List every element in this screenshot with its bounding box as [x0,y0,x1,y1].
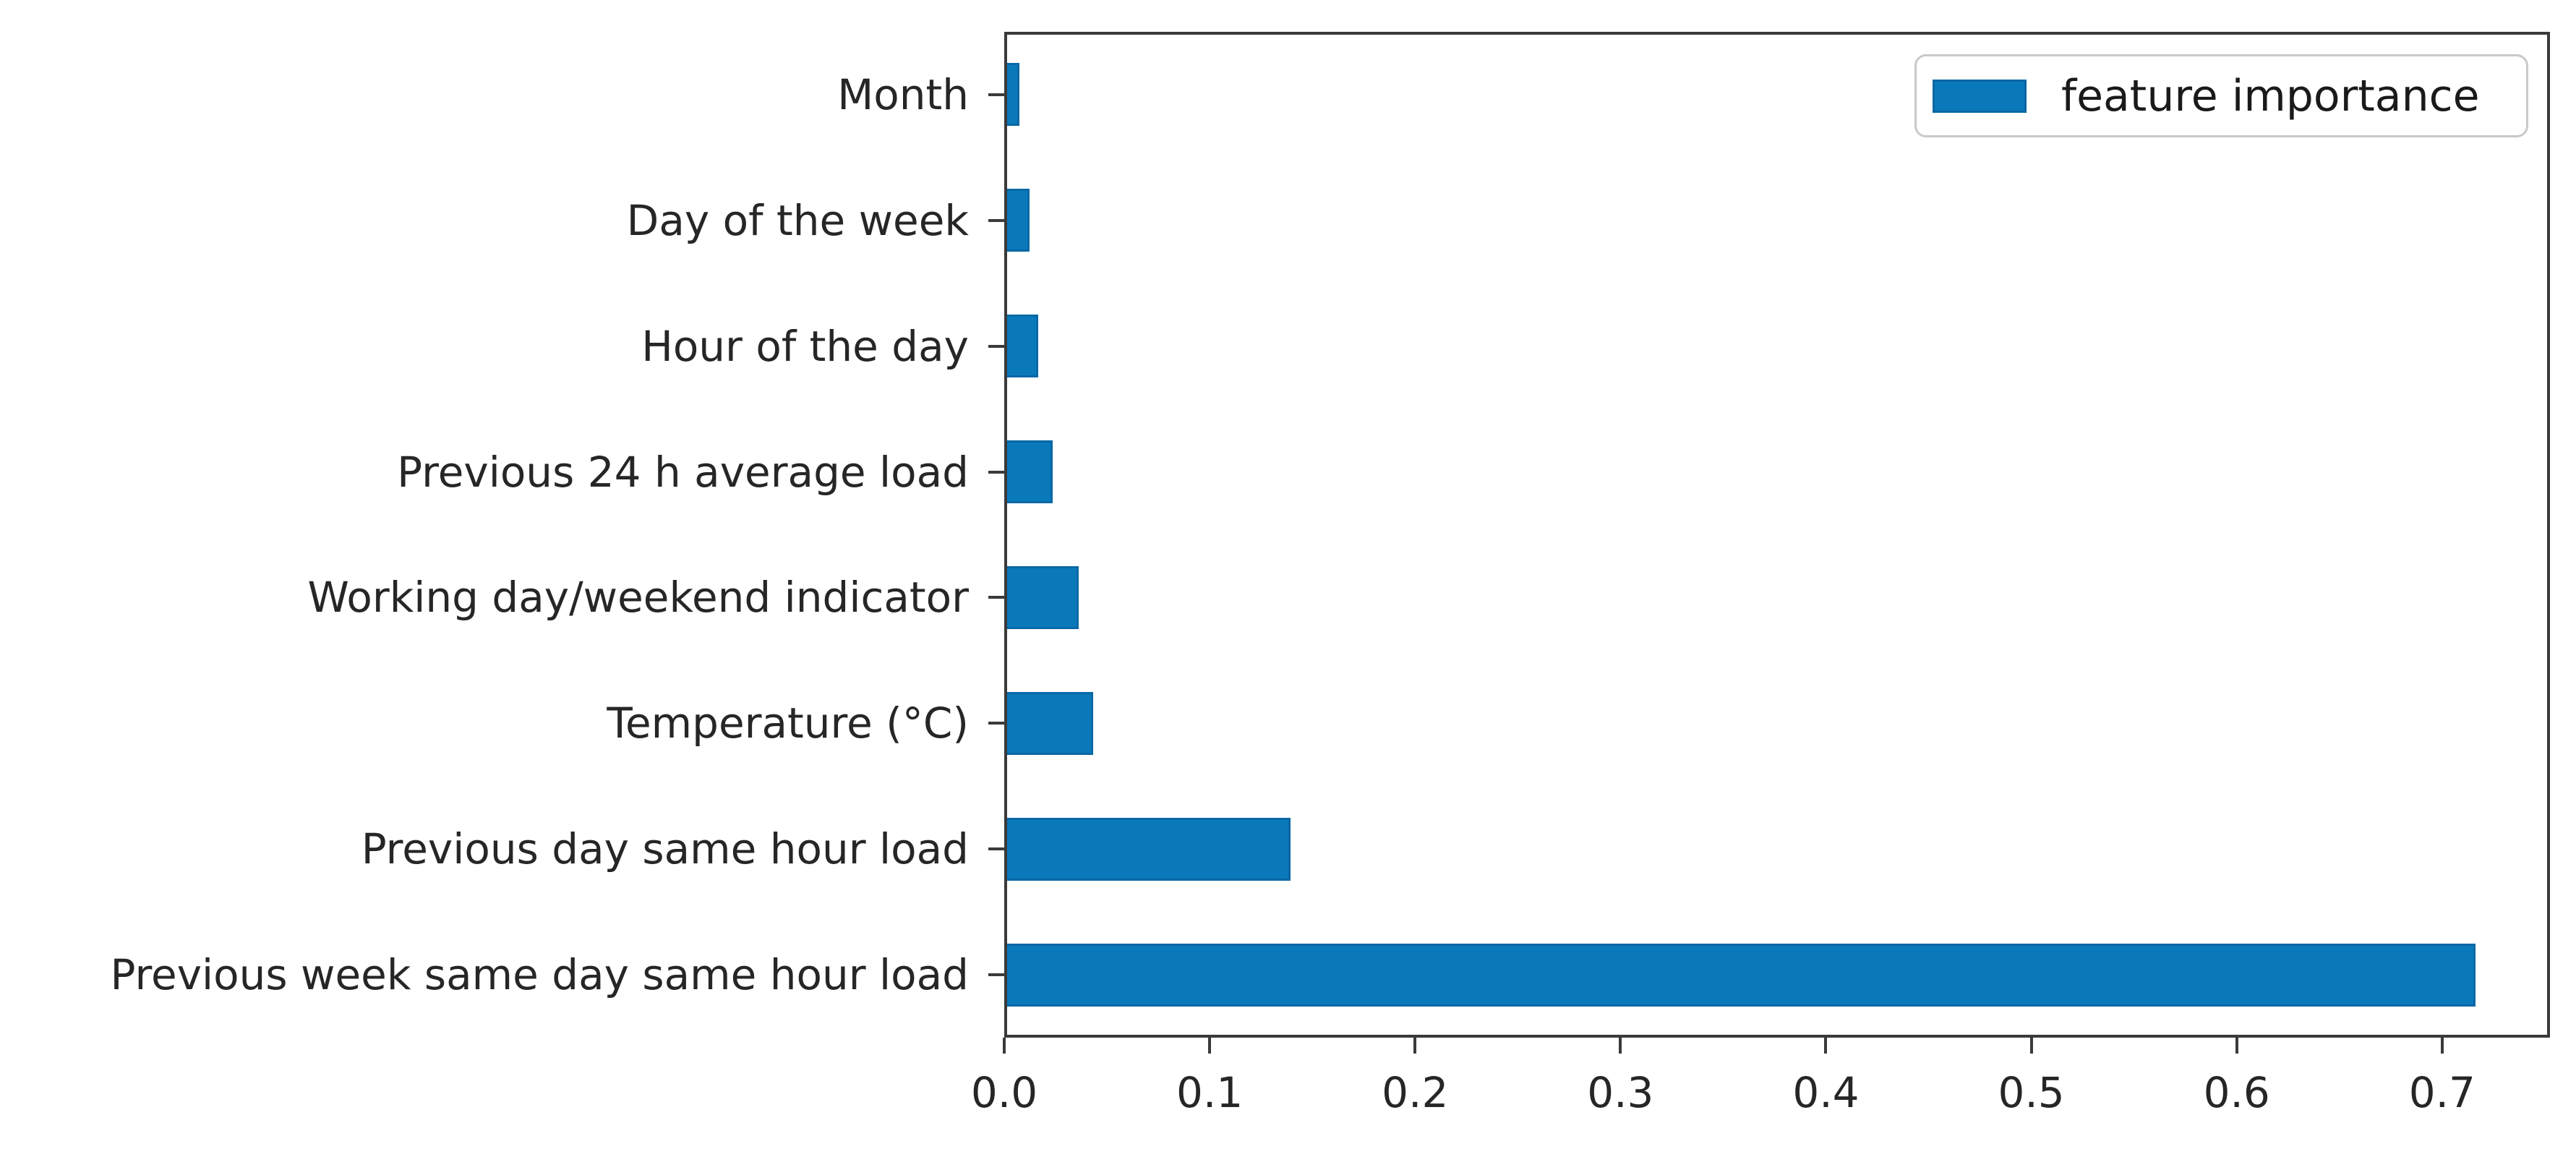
y-axis-tick [988,344,1004,348]
y-axis-tick [988,596,1004,599]
bar [1007,691,1093,755]
legend-swatch-icon [1933,79,2027,113]
x-tick-label: 0.0 [970,1068,1038,1117]
bar [1007,817,1291,881]
y-tick-label: Temperature (°C) [607,699,969,748]
bar [1007,315,1038,378]
x-tick-label: 0.1 [1176,1068,1244,1117]
y-axis-tick [988,218,1004,222]
x-tick-label: 0.5 [1998,1068,2065,1117]
y-tick-label: Month [837,69,969,119]
x-tick-label: 0.2 [1382,1068,1449,1117]
y-tick-label: Hour of the day [641,321,969,371]
x-tick-label: 0.4 [1792,1068,1860,1117]
x-axis-tick [1413,1038,1417,1054]
y-axis-tick [988,847,1004,851]
bar [1007,189,1030,252]
bar [1007,943,2476,1007]
x-tick-label: 0.3 [1587,1068,1654,1117]
legend-label: feature importance [2061,70,2480,121]
y-axis-tick [988,973,1004,977]
y-axis-tick [988,722,1004,725]
legend: feature importance [1914,54,2528,137]
bar [1007,63,1019,127]
y-axis-tick [988,93,1004,96]
y-tick-label: Previous day same hour load [361,824,969,874]
x-axis-tick [1003,1038,1006,1054]
x-axis-tick [2440,1038,2444,1054]
x-axis-tick [2235,1038,2238,1054]
y-tick-label: Day of the week [626,195,969,245]
y-tick-label: Previous week same day same hour load [110,950,970,1000]
y-axis-tick [988,470,1004,474]
plot-area [1004,32,2550,1038]
x-tick-label: 0.6 [2203,1068,2270,1117]
x-axis-tick [2029,1038,2033,1054]
x-tick-label: 0.7 [2408,1068,2476,1117]
x-axis-tick [1619,1038,1622,1054]
bar [1007,440,1053,504]
y-tick-label: Previous 24 h average load [397,447,969,497]
x-axis-tick [1824,1038,1828,1054]
x-axis-tick [1208,1038,1212,1054]
y-tick-label: Working day/weekend indicator [307,573,969,623]
bar [1007,565,1079,629]
